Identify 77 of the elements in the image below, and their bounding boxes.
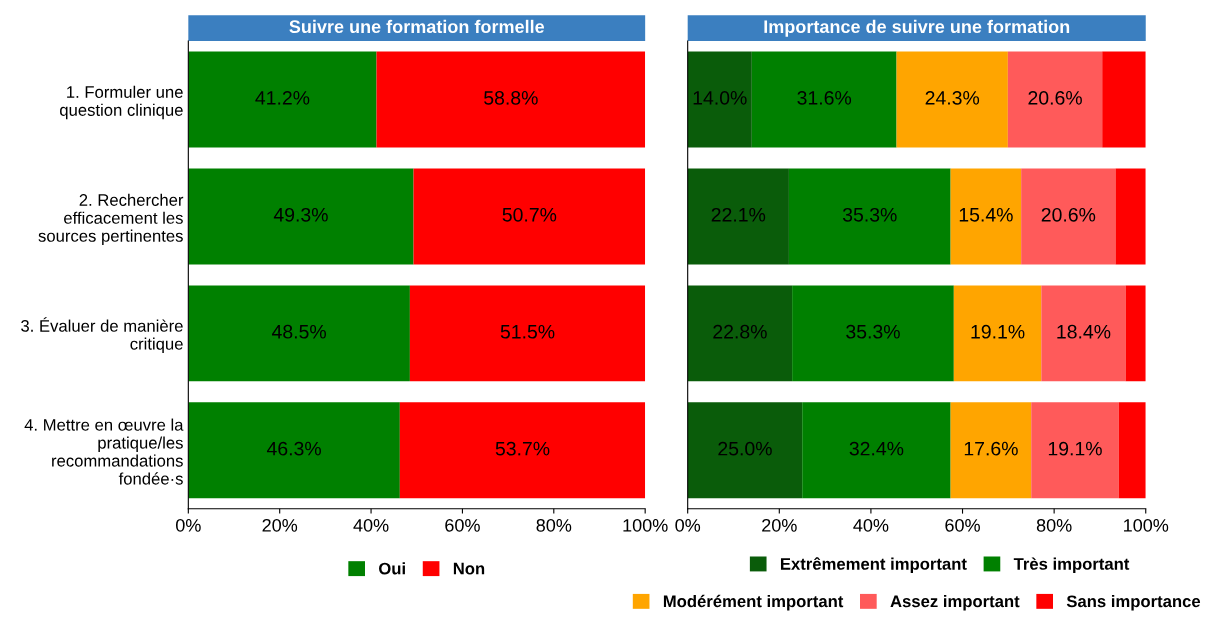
data-label: 25.0% — [718, 441, 772, 456]
legend-label: Extrêmement important — [780, 557, 967, 574]
bar — [792, 285, 954, 382]
y-tick-label: 4. Mettre en œuvre la pratique/les recommandations fondée·s — [24, 418, 184, 485]
bar — [1021, 168, 1116, 265]
data-label: 35.3% — [846, 324, 900, 339]
bar — [409, 285, 646, 382]
data-label: 32.4% — [849, 441, 904, 456]
data-label: 58.8% — [484, 90, 538, 105]
x-tick-label: 40% — [853, 518, 889, 532]
x-tick-label: 20% — [762, 518, 797, 532]
bar — [188, 402, 400, 499]
chart-title: Suivre une formation formelle — [289, 19, 545, 34]
bar — [1041, 285, 1126, 382]
x-tick-label: 100% — [1124, 518, 1169, 532]
x-tick-label: 80% — [536, 518, 572, 532]
bar — [376, 51, 646, 148]
data-label: 15.4% — [959, 208, 1013, 222]
legend-label: Sans importance — [1066, 595, 1201, 611]
data-label: 24.3% — [925, 90, 980, 105]
x-tick-label: 0% — [175, 518, 201, 532]
bar — [188, 51, 377, 148]
bar — [687, 402, 803, 499]
data-label: 19.1% — [971, 324, 1025, 339]
data-label: 35.3% — [842, 207, 897, 222]
y-tick-label: 1. Formuler une question clinique — [60, 85, 183, 120]
legend-label: Très important — [1013, 557, 1130, 574]
data-label: 17.6% — [964, 441, 1018, 456]
bar — [953, 285, 1042, 382]
y-tick-label: 3. Évaluer de manière critique — [21, 317, 183, 354]
bar — [950, 168, 1022, 265]
data-label: 14.0% — [693, 90, 747, 105]
data-label: 46.3% — [266, 441, 321, 456]
bar — [1031, 402, 1119, 499]
x-tick-label: 40% — [353, 518, 389, 532]
data-label: 31.6% — [797, 90, 852, 105]
bar — [413, 168, 646, 265]
legend-label: Modérément important — [663, 594, 844, 611]
legend-label: Assez important — [890, 595, 1020, 611]
bar — [896, 51, 1008, 148]
bar — [802, 402, 951, 499]
data-label: 51.5% — [500, 324, 555, 339]
bar — [950, 402, 1032, 499]
legend-label: Oui — [379, 562, 405, 575]
x-tick-label: 20% — [262, 518, 298, 532]
bar — [1007, 51, 1103, 148]
bar — [1115, 168, 1146, 265]
bar — [188, 285, 410, 382]
bar — [788, 168, 951, 265]
data-label: 19.1% — [1048, 441, 1102, 456]
bar — [399, 402, 646, 499]
bar — [687, 168, 789, 265]
data-label: 20.6% — [1041, 207, 1096, 222]
data-label: 49.3% — [273, 207, 328, 222]
x-tick-label: 60% — [945, 518, 980, 532]
x-tick-label: 0% — [675, 518, 701, 532]
data-label: 41.2% — [255, 90, 310, 105]
bar — [1125, 285, 1146, 382]
x-tick-label: 100% — [623, 518, 668, 532]
data-label: 22.8% — [713, 324, 767, 339]
bar — [687, 51, 752, 148]
bar — [687, 285, 793, 382]
y-tick-label: 2. Rechercher efficacement les sources pertinentes — [38, 193, 184, 246]
legend-label: Non — [453, 562, 485, 575]
bar — [1102, 51, 1146, 148]
data-label: 48.5% — [271, 324, 326, 339]
bar — [751, 51, 897, 148]
x-tick-label: 60% — [445, 518, 480, 532]
data-label: 50.7% — [502, 207, 557, 222]
data-label: 22.1% — [711, 207, 766, 222]
bar — [188, 168, 414, 265]
data-label: 53.7% — [495, 441, 550, 456]
data-label: 20.6% — [1028, 90, 1082, 105]
bar — [1118, 402, 1146, 499]
data-label: 18.4% — [1057, 324, 1111, 339]
x-tick-label: 80% — [1036, 518, 1072, 532]
chart-title: Importance de suivre une formation — [764, 19, 1070, 37]
